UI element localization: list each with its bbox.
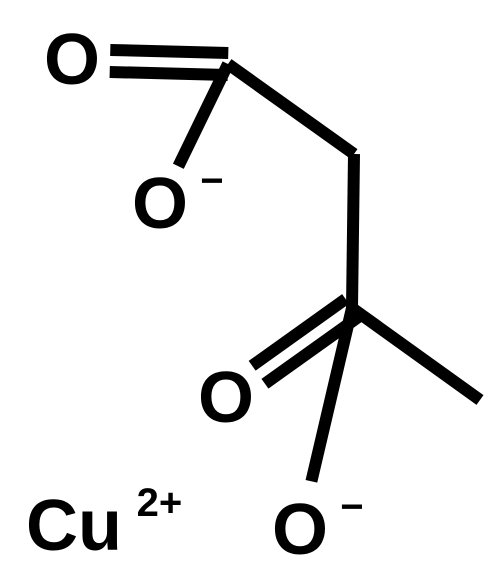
atom-o: O [272, 490, 328, 570]
atom-o: O [198, 358, 254, 438]
atom-cu: Cu [26, 486, 122, 566]
molecule-diagram: OO−OO−Cu2+ [0, 0, 502, 573]
bond [352, 308, 480, 400]
atom-o: O [44, 20, 100, 100]
bond [228, 64, 354, 154]
bond [352, 154, 354, 308]
atom-o: O [132, 164, 188, 244]
charge-label: 2+ [137, 481, 183, 525]
bond [110, 50, 228, 53]
bond [110, 72, 228, 75]
charge-label: − [340, 485, 363, 529]
charge-label: − [200, 159, 223, 203]
